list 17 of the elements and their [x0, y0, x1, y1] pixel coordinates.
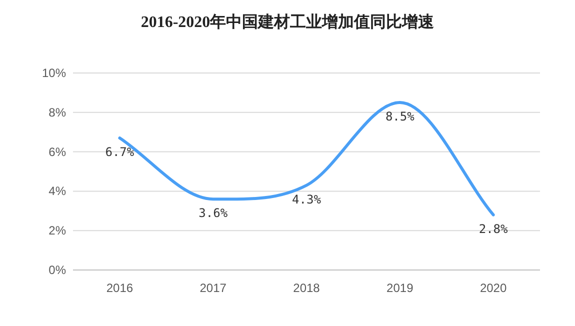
x-tick-label: 2016	[106, 281, 134, 295]
x-tick-label: 2017	[200, 281, 227, 295]
chart-title: 2016-2020年中国建材工业增加值同比增速	[140, 13, 436, 31]
data-label: 6.7%	[105, 145, 135, 160]
y-tick-label: 10%	[42, 66, 66, 80]
y-tick-label: 8%	[48, 105, 66, 120]
y-tick-label: 0%	[48, 263, 66, 277]
x-tick-label: 2018	[293, 281, 320, 295]
x-tick-label: 2020	[480, 281, 507, 295]
y-tick-label: 4%	[48, 184, 66, 198]
x-tick-label: 2019	[386, 281, 414, 295]
y-tick-label: 6%	[48, 144, 66, 159]
data-label: 4.3%	[292, 192, 322, 206]
data-label: 8.5%	[385, 110, 416, 124]
data-label: 3.6%	[198, 206, 228, 220]
y-tick-label: 2%	[48, 224, 66, 238]
data-label: 2.8%	[478, 222, 509, 236]
